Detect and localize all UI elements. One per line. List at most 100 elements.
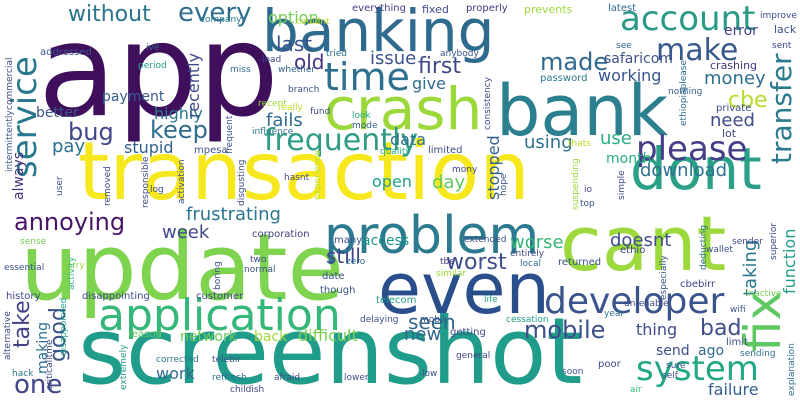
word-tbe: tbe xyxy=(440,257,455,267)
word-see: see xyxy=(616,41,632,51)
word-working: working xyxy=(598,66,662,85)
word-childish: childish xyxy=(230,385,265,395)
word-life: life xyxy=(484,295,498,305)
word-history: history xyxy=(6,291,41,302)
word-load: load xyxy=(262,55,282,65)
word-thats: thats xyxy=(568,139,591,149)
word-inactive: inactive xyxy=(746,289,782,299)
word-developer: developer xyxy=(544,281,725,322)
word-many: many xyxy=(334,235,363,246)
word-sender: sender xyxy=(732,237,763,247)
word-anybody: anybody xyxy=(440,49,479,59)
word-doesnt: doesnt xyxy=(610,230,672,251)
word-removed: removed xyxy=(103,166,113,206)
word-quality: quality xyxy=(380,147,411,157)
word-poor: poor xyxy=(598,359,621,370)
word-cant: cant xyxy=(560,199,727,288)
word-pay: pay xyxy=(52,136,86,157)
word-wallet: wallet xyxy=(706,245,733,255)
word-activity: activity xyxy=(67,256,77,290)
word-explanation: explanation xyxy=(787,343,797,396)
word-error: error xyxy=(724,23,758,39)
word-miss: miss xyxy=(230,65,251,75)
word-experience: experience xyxy=(313,150,323,200)
word-local: local xyxy=(520,259,541,269)
word-couldnt: couldnt xyxy=(296,17,330,27)
word-payment: payment xyxy=(102,89,165,105)
word-application: application xyxy=(98,290,341,341)
word-simple: simple xyxy=(617,170,627,200)
word-company: company xyxy=(200,15,242,25)
word-made: made xyxy=(540,48,609,76)
word-sent: sent xyxy=(772,41,792,51)
word-work: work xyxy=(156,364,195,383)
word-even: even xyxy=(378,248,550,330)
word-recent: recent xyxy=(258,99,287,109)
word-difficult: difficult xyxy=(298,326,358,345)
word-cessation: cessation xyxy=(506,315,549,325)
word-send: send xyxy=(656,343,690,359)
word-issue: issue xyxy=(370,48,417,69)
word-improve: improve xyxy=(760,11,797,21)
word-every: every xyxy=(178,0,252,28)
word-soon: soon xyxy=(562,367,584,377)
word-air: air xyxy=(630,385,642,395)
word-hack: hack xyxy=(12,369,34,379)
word-reason: reason xyxy=(128,329,162,340)
word-normal: normal xyxy=(244,265,276,275)
word-though: though xyxy=(320,285,356,296)
word-problem: problem xyxy=(324,206,540,266)
word-lot: lot xyxy=(722,127,737,140)
word-corrected: corrected xyxy=(156,355,199,365)
word-function: function xyxy=(780,228,799,294)
word-mpesa: mpesa xyxy=(194,145,228,156)
word-ago: ago xyxy=(698,343,725,359)
word-thing: thing xyxy=(636,320,678,339)
word-one: one xyxy=(14,370,63,400)
word-date: date xyxy=(322,271,345,282)
word-disappointing: disappointing xyxy=(82,291,150,302)
word-dont: dont xyxy=(630,135,762,203)
word-delaying: delaying xyxy=(360,315,399,325)
word-log: log xyxy=(150,185,164,195)
word-keep: keep xyxy=(150,116,208,144)
word-back: back xyxy=(254,329,288,345)
word-superior: superior xyxy=(769,222,779,260)
word-unreliable: unreliable xyxy=(624,299,669,309)
word-make: make xyxy=(656,33,739,68)
word-old: old xyxy=(294,50,325,74)
word-annoying: annoying xyxy=(14,208,126,236)
word-system: system xyxy=(636,349,759,389)
word-activation: activation xyxy=(177,159,187,204)
word-use: use xyxy=(600,128,632,149)
word-branch: branch xyxy=(288,85,320,95)
word-entirely: entirely xyxy=(510,249,545,259)
word-worse: worse xyxy=(510,232,564,253)
word-two: two xyxy=(250,255,267,265)
word-day: day xyxy=(432,172,466,193)
word-ive: ive xyxy=(146,43,160,53)
word-screenshot: screenshot xyxy=(78,298,583,400)
word-top: top xyxy=(580,199,595,209)
word-addressed: addressed xyxy=(40,47,92,58)
word-account: account xyxy=(620,0,756,39)
word-crash: crash xyxy=(324,75,483,143)
word-app: app xyxy=(38,0,279,146)
word-lower: lower xyxy=(344,373,369,383)
word-week: week xyxy=(162,222,210,243)
word-data: data xyxy=(390,130,427,149)
word-nothing: nothing xyxy=(668,87,703,97)
word-everything: everything xyxy=(352,3,406,14)
word-latest: latest xyxy=(608,3,637,14)
word-telebir: telebir xyxy=(212,355,242,365)
word-recently: recently xyxy=(184,52,203,118)
word-password: password xyxy=(540,73,588,84)
word-extended: extended xyxy=(464,235,507,245)
word-consistency: consistency xyxy=(483,76,493,130)
word-alternative: alternative xyxy=(3,311,13,360)
word-month: month xyxy=(606,151,652,167)
word-intermittently: intermittently xyxy=(5,110,15,172)
word-lack: lack xyxy=(774,23,797,36)
word-look: look xyxy=(352,111,371,121)
word-download: download xyxy=(640,160,728,181)
